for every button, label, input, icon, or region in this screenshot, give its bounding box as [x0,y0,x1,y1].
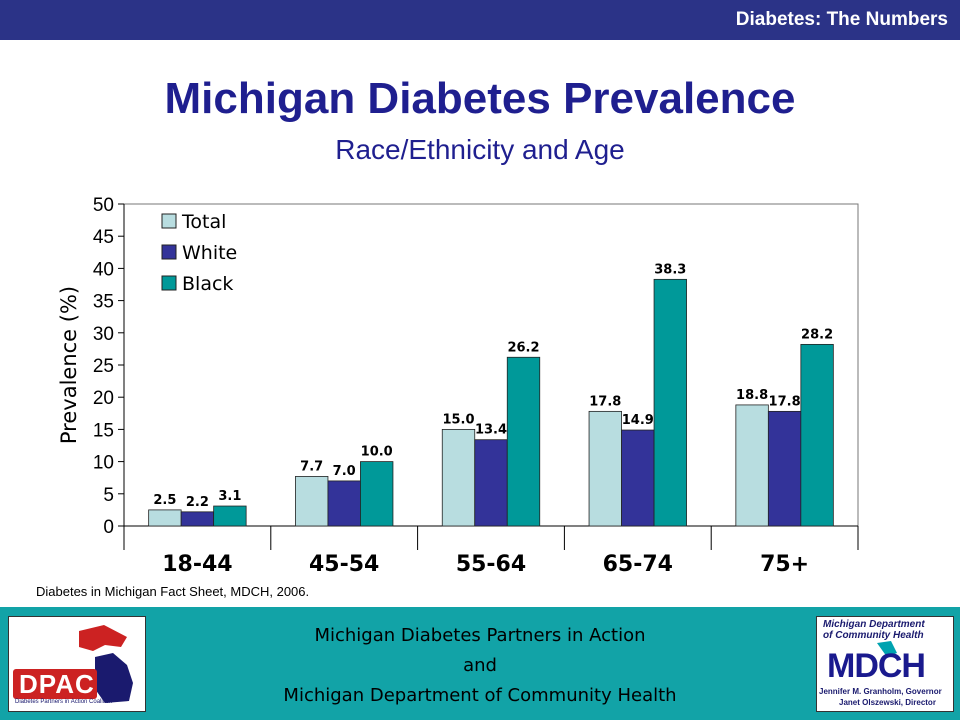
mdch-logo-org-2: of Community Health [823,630,924,641]
data-label: 38.3 [654,262,686,277]
y-tick-label: 0 [103,517,114,538]
x-tick-label: 18-44 [162,552,232,577]
header-label: Diabetes: The Numbers [735,9,948,30]
legend-swatch-total [161,213,177,229]
legend-label-white: White [182,242,237,264]
dpac-logo-tagline: Diabetes Partners in Action Coalition [15,699,113,705]
legend-label-black: Black [182,273,233,295]
bar-total [441,428,476,527]
footer-line-1: Michigan Diabetes Partners in Action [314,625,646,646]
mdch-logo-person-1: Jennifer M. Granholm, Governor [819,687,942,696]
data-label: 7.0 [333,464,356,479]
header-bar: Diabetes: The Numbers [0,0,960,40]
bar-total [295,476,329,527]
bar-black [213,505,247,527]
bar-white [767,410,802,527]
data-label: 3.1 [218,489,241,504]
bar-white [327,480,361,527]
bar-total [735,404,769,527]
data-label: 10.0 [361,445,393,460]
data-label: 26.2 [507,340,539,355]
footer-line-2: and [463,655,497,676]
y-tick-label: 45 [93,227,114,248]
y-tick-label: 15 [93,420,114,441]
bar-black [506,356,541,527]
x-tick-label: 65-74 [603,552,673,577]
bar-white [474,439,508,527]
data-label: 14.9 [622,413,654,428]
mdch-logo-person-2: Janet Olszewski, Director [839,698,936,707]
bar-black [800,343,834,527]
data-label: 2.2 [186,495,209,510]
bar-chart: 0 5 10 15 20 25 30 35 40 45 50 Prevalence (%) 18-44 4… [57,195,859,577]
bar-total [148,509,182,527]
bar-black [360,461,394,527]
dpac-logo-graphic [9,617,145,711]
data-label: 15.0 [442,412,474,427]
y-tick-label: 5 [103,485,114,506]
y-tick-label: 20 [93,388,114,409]
y-tick-label: 25 [93,356,114,377]
bar-white [180,511,215,527]
dpac-logo: DPAC Diabetes Partners in Action Coaliti… [8,616,146,712]
data-label: 17.8 [589,394,621,409]
y-tick-label: 30 [93,324,114,345]
y-tick-label: 40 [93,259,114,280]
bar-white [621,429,655,527]
mdch-logo-text: MDCH [827,647,926,685]
data-label: 18.8 [736,388,768,403]
page-subtitle: Race/Ethnicity and Age [335,134,625,165]
mdch-logo-org-1: Michigan Department [823,619,925,630]
bar-total [588,410,622,527]
mdch-logo-graphic [827,641,945,685]
y-tick-label: 50 [93,195,114,216]
x-tick-label: 55-64 [456,552,526,577]
footer-line-3: Michigan Department of Community Health [283,685,677,706]
data-label: 2.5 [153,493,176,508]
legend-label-total: Total [181,211,226,233]
data-label: 17.8 [769,394,801,409]
mdch-logo: Michigan Department of Community Health … [816,616,954,712]
legend-swatch-white [161,244,177,260]
x-tick-label: 75+ [760,552,809,577]
x-tick-label: 45-54 [309,552,379,577]
data-label: 7.7 [300,459,323,474]
y-axis-title: Prevalence (%) [57,286,81,444]
page-title: Michigan Diabetes Prevalence [164,74,796,123]
bar-black [653,278,687,527]
source-note: Diabetes in Michigan Fact Sheet, MDCH, 2… [36,584,310,599]
footer-bar: Michigan Diabetes Partners in Action and… [0,607,960,720]
data-label: 28.2 [801,327,833,342]
dpac-logo-text: DPAC [19,669,95,699]
y-tick-label: 10 [93,453,114,474]
legend-swatch-black [161,275,177,291]
data-label: 13.4 [475,423,507,438]
y-tick-label: 35 [93,292,114,313]
